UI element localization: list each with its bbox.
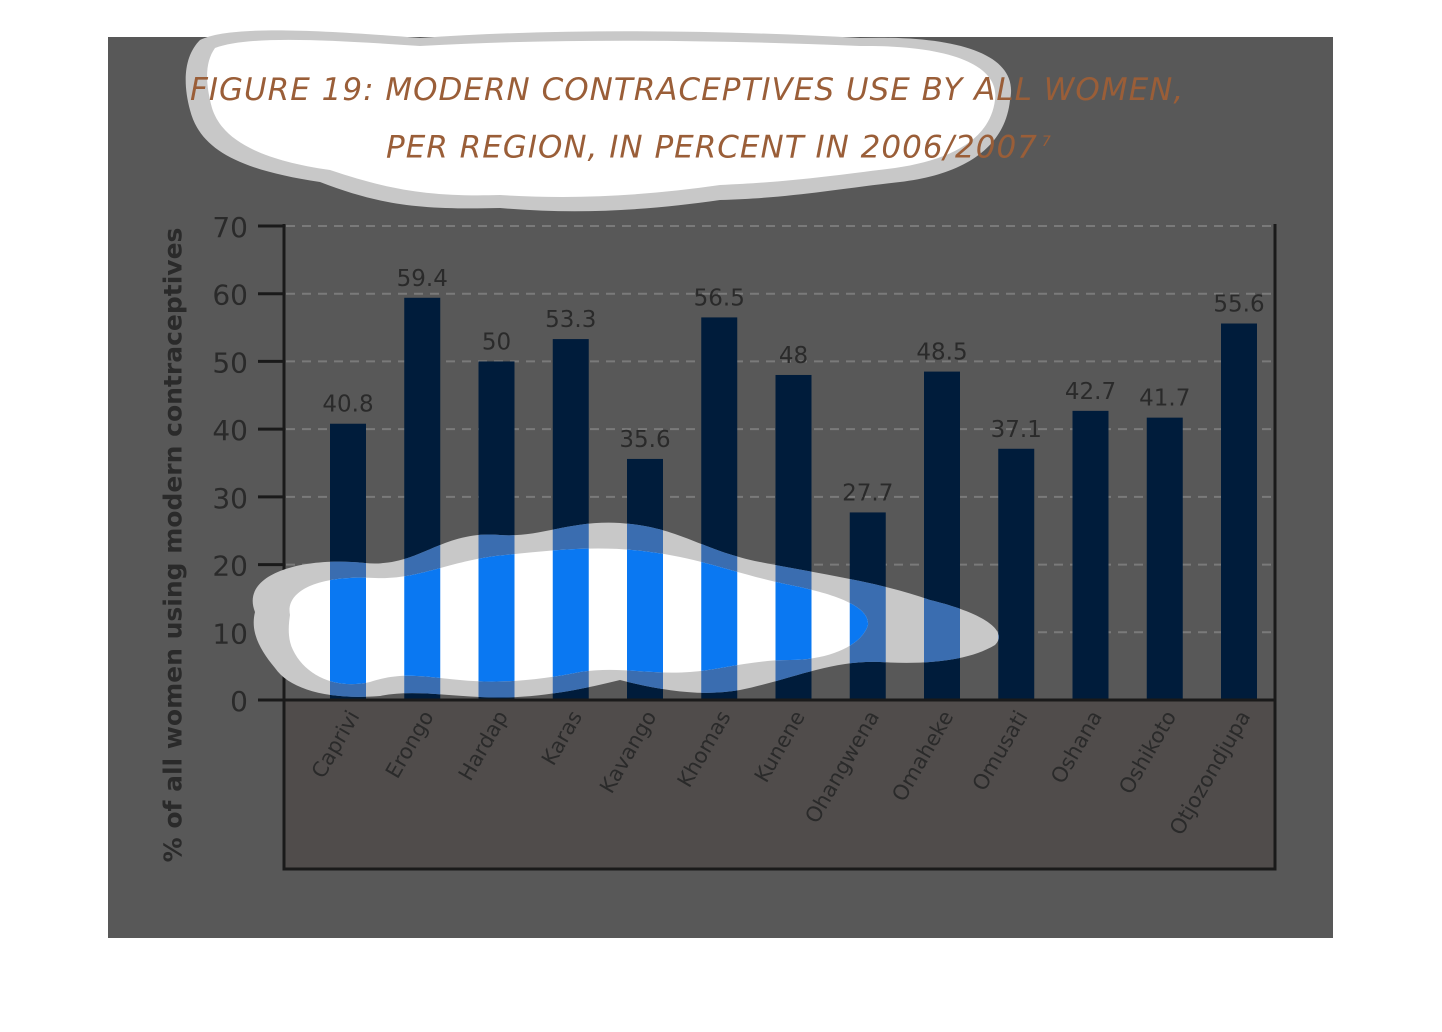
y-tick-label: 70 <box>212 211 248 244</box>
category-label-area <box>282 698 1277 871</box>
y-tick-label: 10 <box>212 617 248 650</box>
y-axis: 0 10 20 30 40 50 60 70 <box>212 211 284 718</box>
chart-title-line1: FIGURE 19: MODERN CONTRACEPTIVES USE BY … <box>190 72 1185 108</box>
value-label: 59.4 <box>397 266 448 292</box>
value-label: 50 <box>482 329 511 355</box>
y-tick-label: 50 <box>212 346 248 379</box>
value-label: 48 <box>779 343 808 369</box>
title-footnote: 7 <box>1041 134 1052 150</box>
bar-highlight-segment <box>552 548 589 685</box>
y-axis-label: % of all women using modern contraceptiv… <box>158 227 188 863</box>
value-label: 40.8 <box>322 392 373 418</box>
value-label: 35.6 <box>619 427 670 453</box>
value-label: 41.7 <box>1139 386 1190 412</box>
value-label: 37.1 <box>991 417 1042 443</box>
y-tick-label: 60 <box>212 279 248 312</box>
bar-highlight-segment <box>478 548 515 685</box>
value-label: 42.7 <box>1065 379 1116 405</box>
value-label: 55.6 <box>1213 292 1264 318</box>
bar-highlight-segment <box>701 548 738 685</box>
value-label: 53.3 <box>545 307 596 333</box>
y-tick-label: 40 <box>212 414 248 447</box>
y-tick-label: 0 <box>230 685 248 718</box>
bar-highlight-segment <box>627 548 663 685</box>
y-tick-label: 30 <box>212 482 248 515</box>
value-labels: 40.8 59.4 50 53.3 35.6 56.5 48 27.7 48.5 37.1 42.7… <box>322 266 1264 507</box>
bar <box>1221 323 1257 700</box>
chart-title-line2: PER REGION, IN PERCENT IN 2006/2007 7 <box>386 116 1052 173</box>
bar <box>998 448 1035 700</box>
y-tick-label: 20 <box>212 550 248 583</box>
chart-title-line2-text: PER REGION, IN PERCENT IN 2006/2007 <box>386 129 1038 166</box>
bar <box>1146 417 1183 700</box>
bar <box>1072 410 1109 700</box>
value-label: 56.5 <box>694 285 745 311</box>
value-label: 48.5 <box>916 340 967 366</box>
title-cloud-inner <box>207 39 996 197</box>
bars <box>330 297 1257 700</box>
value-label: 27.7 <box>842 480 893 506</box>
